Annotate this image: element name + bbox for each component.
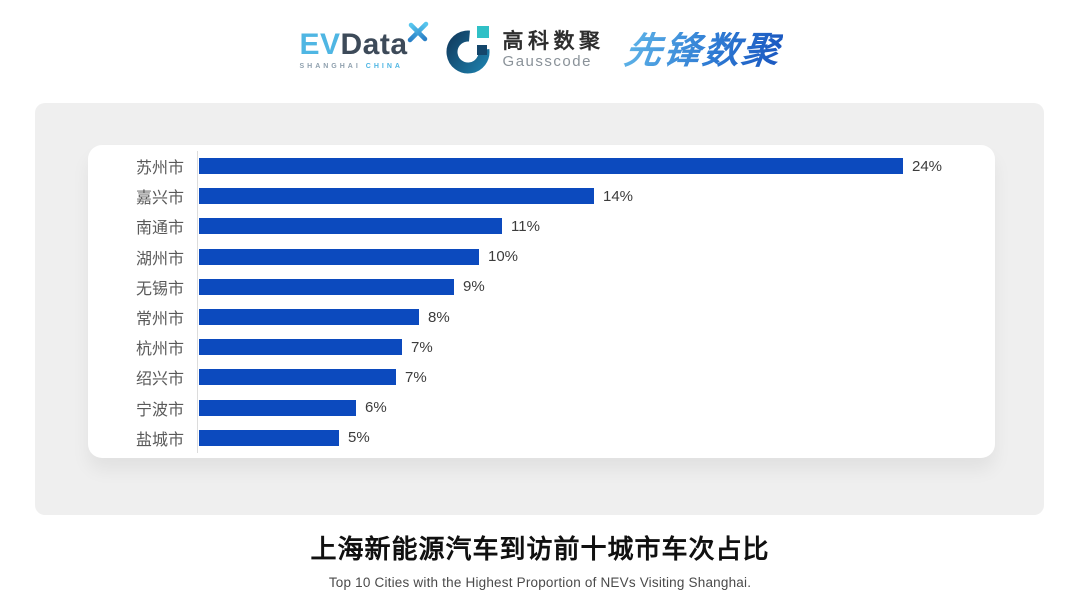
evdata-data-text: Data [340, 28, 408, 61]
value-label: 8% [428, 308, 450, 326]
bar-row: 绍兴市 7% [96, 362, 986, 392]
bar [199, 429, 339, 446]
value-label: 5% [348, 429, 370, 447]
gausscode-en-text: Gausscode [502, 52, 592, 70]
category-label: 杭州市 [135, 341, 184, 359]
gausscode-cn-text: 高科数聚 [502, 29, 605, 53]
bar [199, 248, 479, 265]
value-label: 6% [365, 399, 387, 417]
evdata-wordmark: EVData [299, 30, 407, 60]
bar [199, 339, 402, 356]
bar-row: 盐城市 5% [96, 423, 986, 453]
evdata-star-icon [407, 21, 428, 43]
bar-track: 6% [197, 393, 986, 423]
gausscode-text: 高科数聚 Gausscode [503, 30, 605, 71]
category-label: 绍兴市 [135, 371, 184, 389]
evdata-ev-text: EV [299, 28, 341, 61]
value-label: 24% [912, 157, 943, 175]
chart-card: 苏州市 24% 嘉兴市 14% 南通市 11% 湖州市 10% 无锡市 9% 常州市 8% 杭州市 7% 绍… [88, 145, 995, 458]
gausscode-logo: 高科数聚 Gausscode [446, 25, 605, 75]
category-label: 苏州市 [135, 160, 184, 178]
evdata-china-text: CHINA [365, 63, 403, 70]
bar-track: 9% [197, 272, 986, 302]
chart-rows: 苏州市 24% 嘉兴市 14% 南通市 11% 湖州市 10% 无锡市 9% 常州市 8% 杭州市 7% 绍… [96, 151, 986, 453]
category-label: 宁波市 [135, 401, 184, 419]
value-label: 7% [411, 338, 433, 356]
pioneer-logo-text: 先锋数聚 [621, 29, 784, 71]
bar-row: 无锡市 9% [96, 272, 986, 302]
bar-track: 5% [197, 423, 986, 453]
value-label: 10% [488, 248, 519, 266]
bar-row: 常州市 8% [96, 302, 986, 332]
gausscode-logo-icon [446, 26, 490, 74]
value-label: 11% [511, 217, 540, 235]
bar [199, 399, 356, 416]
bar-track: 11% [197, 211, 986, 241]
value-label: 14% [603, 187, 634, 205]
bar-track: 10% [197, 242, 986, 272]
bar [199, 369, 396, 386]
bar-track: 14% [197, 181, 986, 211]
bar [199, 309, 419, 326]
category-label: 常州市 [135, 311, 184, 329]
category-label: 无锡市 [135, 280, 184, 298]
bar-row: 宁波市 6% [96, 393, 986, 423]
chart-subtitle: Top 10 Cities with the Highest Proportio… [328, 575, 752, 590]
bar-track: 24% [197, 151, 986, 181]
bar [199, 278, 454, 295]
value-label: 9% [463, 278, 485, 296]
evdata-subtext: SHANGHAI CHINA [299, 63, 407, 70]
bar [199, 158, 903, 175]
bar-row: 湖州市 10% [96, 242, 986, 272]
category-label: 盐城市 [135, 431, 184, 449]
bar-row: 杭州市 7% [96, 332, 986, 362]
bar [199, 218, 502, 235]
chart-panel: 苏州市 24% 嘉兴市 14% 南通市 11% 湖州市 10% 无锡市 9% 常州市 8% 杭州市 7% 绍… [35, 103, 1044, 515]
category-label: 嘉兴市 [135, 190, 184, 208]
bar-track: 8% [197, 302, 986, 332]
bar-row: 苏州市 24% [96, 151, 986, 181]
evdata-shanghai-text: SHANGHAI [299, 63, 361, 70]
header-logos: EVData SHANGHAI CHINA [0, 18, 1080, 82]
bar [199, 188, 594, 205]
bar-track: 7% [197, 332, 986, 362]
bar-row: 嘉兴市 14% [96, 181, 986, 211]
bar-track: 7% [197, 362, 986, 392]
bar-row: 南通市 11% [96, 211, 986, 241]
chart-title: 上海新能源汽车到访前十城市车次占比 [310, 534, 770, 564]
evdata-logo: EVData SHANGHAI CHINA [299, 21, 428, 70]
category-label: 南通市 [135, 220, 184, 238]
category-label: 湖州市 [135, 250, 184, 268]
value-label: 7% [405, 368, 427, 386]
bar-chart: 苏州市 24% 嘉兴市 14% 南通市 11% 湖州市 10% 无锡市 9% 常州市 8% 杭州市 7% 绍… [96, 151, 986, 453]
footer: 上海新能源汽车到访前十城市车次占比 Top 10 Cities with the… [0, 529, 1080, 590]
y-axis-line [197, 151, 198, 453]
